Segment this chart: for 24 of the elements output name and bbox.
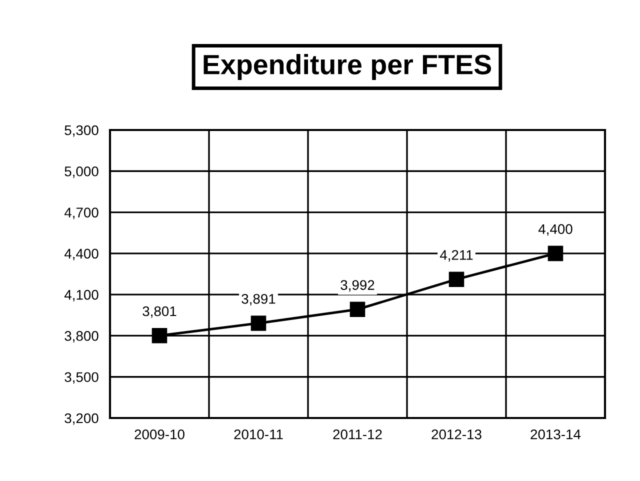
x-tick-label: 2013-14 xyxy=(530,429,581,440)
data-label: 4,400 xyxy=(538,224,572,236)
point xyxy=(250,316,266,331)
y-tick-label: 5,000 xyxy=(64,166,98,178)
y-tick-label: 3,200 xyxy=(64,413,98,425)
point xyxy=(152,328,168,344)
point xyxy=(448,272,464,287)
point xyxy=(548,246,564,262)
y-tick-label: 4,700 xyxy=(64,208,98,220)
x-tick-label: 2009-10 xyxy=(134,429,184,440)
data-label: 3,992 xyxy=(340,280,374,292)
x-tick-label: 2010-11 xyxy=(234,429,283,440)
point xyxy=(350,302,366,318)
data-label: 3,801 xyxy=(142,306,176,318)
x-tick-label: 2011-12 xyxy=(333,429,382,440)
data-label: 4,211 xyxy=(440,250,473,262)
chart-title: Expenditure per FTES xyxy=(204,54,492,80)
y-tick-label: 3,800 xyxy=(64,331,98,343)
y-tick-label: 4,100 xyxy=(64,290,98,302)
data-label: 3,891 xyxy=(242,294,276,306)
y-tick-label: 3,500 xyxy=(64,372,98,384)
y-tick-label: 4,400 xyxy=(64,248,98,260)
x-tick-label: 2012-13 xyxy=(432,429,482,440)
y-tick-label: 5,300 xyxy=(64,125,98,137)
